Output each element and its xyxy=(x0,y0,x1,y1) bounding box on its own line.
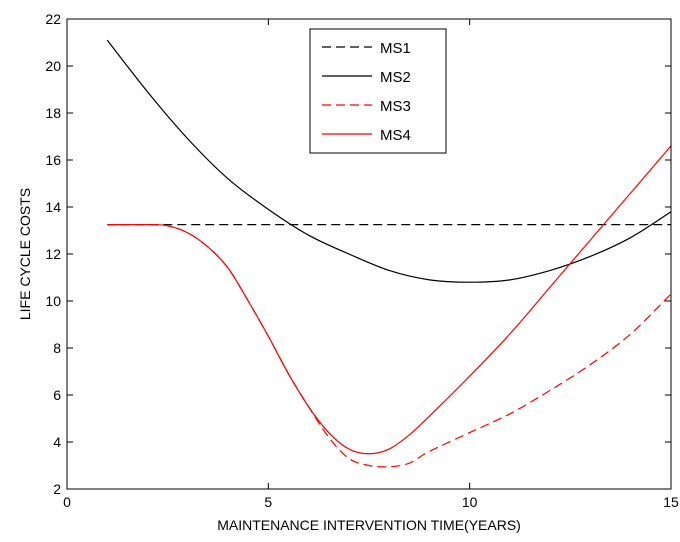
y-tick-label: 6 xyxy=(53,387,61,403)
y-tick-label: 16 xyxy=(45,152,61,168)
y-tick-label: 14 xyxy=(45,199,61,215)
x-tick-label: 0 xyxy=(63,494,71,510)
x-tick-label: 5 xyxy=(264,494,272,510)
y-tick-label: 20 xyxy=(45,58,61,74)
series-line-ms2 xyxy=(106,39,672,283)
series-line-ms4 xyxy=(107,145,672,455)
legend-label-ms2: MS2 xyxy=(380,69,411,86)
y-tick-label: 18 xyxy=(45,105,61,121)
ticks-layer: 0 5 10 15 2 4 6 8 10 12 14 16 18 20 22 xyxy=(45,11,679,510)
legend-box xyxy=(309,28,447,154)
legend-label-ms3: MS3 xyxy=(380,98,411,115)
x-axis-label: MAINTENANCE INTERVENTION TIME(YEARS) xyxy=(217,517,521,533)
y-tick-label: 4 xyxy=(53,434,61,450)
legend: MS1 MS2 MS3 MS4 xyxy=(309,28,447,154)
series-layer xyxy=(106,39,672,468)
y-tick-label: 22 xyxy=(45,11,61,27)
y-tick-label: 2 xyxy=(53,481,61,497)
legend-label-ms4: MS4 xyxy=(380,127,411,144)
x-tick-label: 10 xyxy=(462,494,478,510)
y-tick-label: 12 xyxy=(45,246,61,262)
y-tick-label: 8 xyxy=(53,340,61,356)
legend-label-ms1: MS1 xyxy=(380,40,411,57)
x-tick-label: 15 xyxy=(663,494,679,510)
y-axis-label: LIFE CYCLE COSTS xyxy=(17,188,33,320)
y-tick-label: 10 xyxy=(45,293,61,309)
